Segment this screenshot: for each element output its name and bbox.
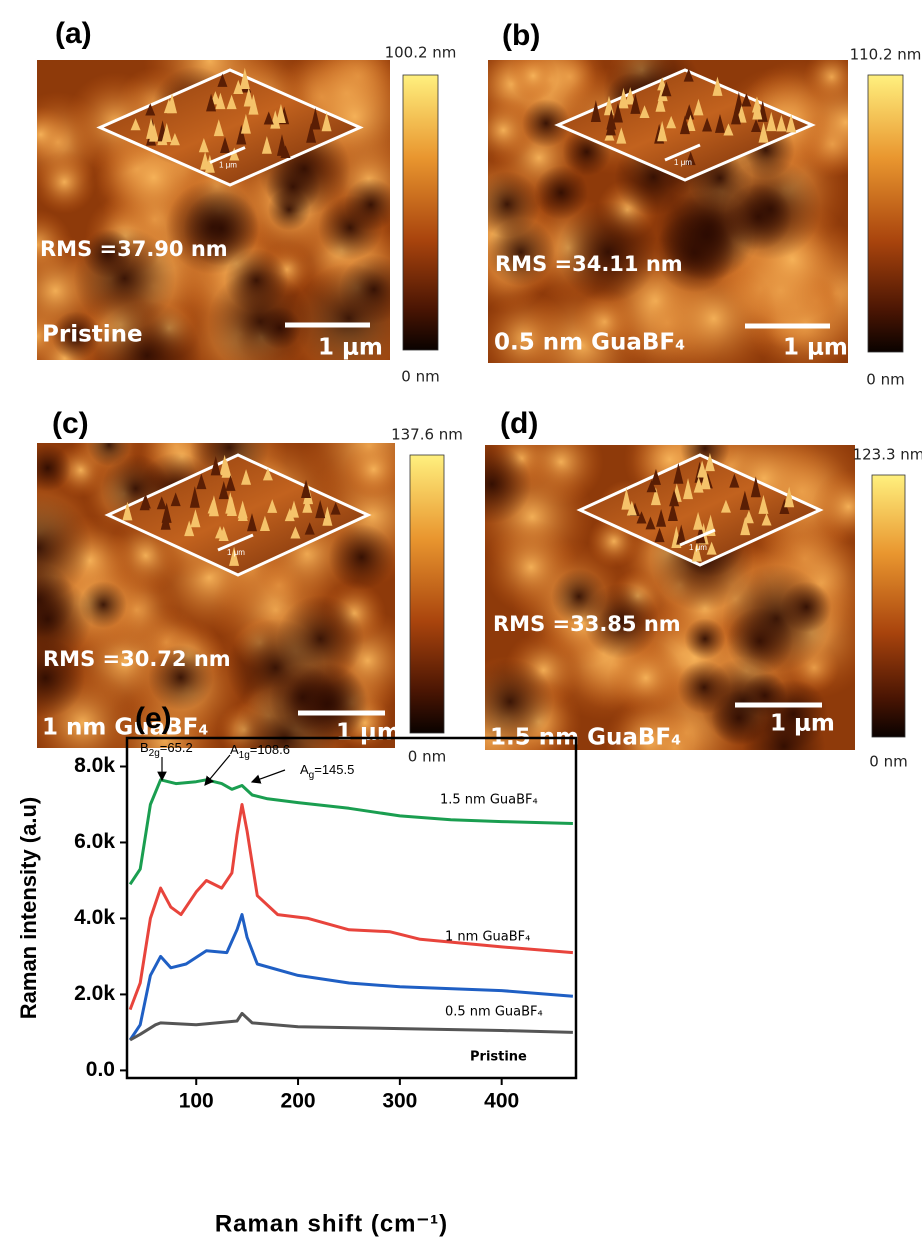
scale-label: 1 μm [336,720,401,746]
afm-grain [12,106,69,163]
afm-valley [339,255,408,324]
afm-panel: 1 μm (c) RMS =30.72 nm 1 nm GuaBF₄ 1 μm 137.6… [0,379,463,798]
scale-label: 1 μm [783,335,848,361]
annotation-rest: =108.6 [250,742,290,757]
y-tick-label: 0.0 [86,1058,115,1081]
y-tick-label: 2.0k [74,982,115,1005]
annotation-main: B [140,740,149,755]
sample-label: Pristine [42,322,143,348]
afm-grain [344,440,404,500]
scale-label: 1 μm [770,711,835,737]
annotation-sub: 2g [149,748,160,759]
afm-panel: 1 μm(d)RMS =33.85 nm1.5 nm GuaBF₄1 μm123… [424,401,922,803]
sample-label: 0.5 nm GuaBF₄ [494,330,685,356]
colorbar-min: 0 nm [401,368,439,386]
rms-label: RMS =33.85 nm [493,612,681,636]
inset-scale-label: 1 μm [674,158,692,167]
panel-label: (d) [500,407,538,440]
annotation-arrow [252,770,285,782]
afm-grain [508,51,558,101]
inset-scale-label: 1 μm [227,548,245,557]
panel-label: (e) [135,702,172,735]
panel-label: (b) [502,19,540,52]
colorbar-min: 0 nm [408,748,446,766]
inset-scale-label: 1 μm [219,161,237,170]
colorbar-min: 0 nm [869,753,907,771]
y-axis-title: Raman intensity (a.u) [16,797,41,1019]
figure: 1 μm (a) RMS =37.90 nm Pristine 1 μm 100.2 nm… [0,0,922,1245]
afm-valley [720,159,821,260]
afm-panel: 1 μm (b) RMS =34.11 nm 0.5 nm GuaBF₄ 1 μm 110… [435,19,922,409]
scale-label: 1 μm [318,335,383,361]
panel-label: (a) [55,17,92,50]
annotation: B2g=65.2 [140,740,193,758]
annotation-main: A [230,742,239,757]
x-tick-label: 100 [179,1090,214,1113]
afm-valley [781,581,832,632]
afm-valley [684,618,725,659]
annotation: Ag=145.5 [300,762,354,780]
annotation-arrow [205,755,230,785]
panel-label: (c) [52,407,89,440]
rms-label: RMS =30.72 nm [43,647,231,671]
series-label: Pristine [470,1050,527,1065]
x-tick-label: 400 [484,1090,519,1113]
afm-valley [452,445,531,524]
rms-label: RMS =37.90 nm [40,237,228,261]
rms-label: RMS =34.11 nm [495,252,683,276]
afm-valley [24,444,71,491]
colorbar-max: 110.2 nm [850,46,922,64]
line-series [130,805,573,1010]
afm-valley [92,301,202,411]
colorbar-min: 0 nm [866,371,904,389]
series-label: 1.5 nm GuaBF₄ [440,793,538,808]
colorbar [872,475,905,737]
series-label: 1 nm GuaBF₄ [445,930,530,945]
y-tick-label: 8.0k [74,754,115,777]
sample-label: 1 nm GuaBF₄ [42,715,208,741]
annotation-main: A [300,762,309,777]
x-tick-label: 300 [382,1090,417,1113]
x-axis-title: Raman shift (cm⁻¹) [215,1210,448,1237]
inset-scale-label: 1 μm [689,543,707,552]
colorbar [403,75,438,350]
afm-valley [328,524,394,590]
colorbar-max: 100.2 nm [385,44,457,62]
series-label: 0.5 nm GuaBF₄ [445,1005,543,1020]
afm-valley [344,178,397,231]
colorbar [410,455,444,733]
afm-valley [208,270,312,374]
afm-panel: 1 μm (a) RMS =37.90 nm Pristine 1 μm 100.2 nm… [0,0,456,410]
afm-valley [534,166,588,220]
y-tick-label: 6.0k [74,830,115,853]
annotation-rest: =65.2 [160,740,193,755]
colorbar-max: 137.6 nm [391,426,463,444]
colorbar-max: 123.3 nm [853,446,922,464]
x-tick-label: 200 [281,1090,316,1113]
annotation-sub: 1g [239,750,250,761]
colorbar [868,75,903,352]
y-tick-label: 4.0k [74,906,115,929]
afm-valley [87,423,130,466]
annotation-rest: =145.5 [314,762,354,777]
